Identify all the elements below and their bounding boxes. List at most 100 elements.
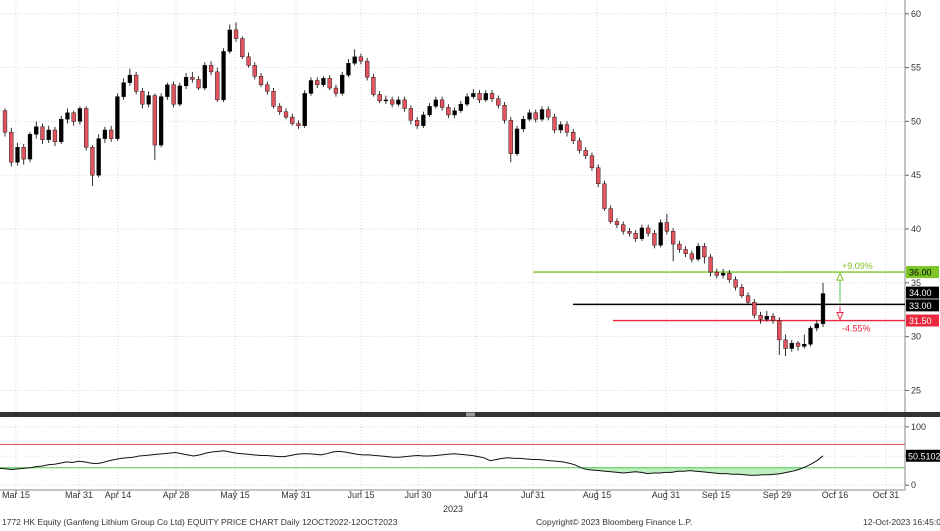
candle-up <box>77 108 83 122</box>
candle-up <box>814 323 819 329</box>
candle-up <box>808 327 813 345</box>
candle-up <box>458 103 463 111</box>
candle-down <box>652 233 657 246</box>
candle-up <box>658 222 663 246</box>
rsi-last-value-box <box>906 449 940 462</box>
candle-down <box>365 60 370 78</box>
candle-down <box>84 108 89 148</box>
candle-down <box>758 314 763 320</box>
candle-up <box>639 227 645 239</box>
candle-down <box>258 75 264 86</box>
candle-down <box>677 243 682 250</box>
candle-down <box>752 302 757 316</box>
candle-up <box>27 134 33 160</box>
candle-down <box>133 74 139 92</box>
candle-up <box>183 77 189 87</box>
candle-up <box>202 65 207 89</box>
candle-up <box>165 84 170 97</box>
candle-down <box>402 99 407 109</box>
candle-down <box>733 279 738 288</box>
candle-down <box>358 56 364 62</box>
level-tag-upper: 36.00 <box>909 268 932 278</box>
candle-up <box>802 343 807 347</box>
x-tick-label: Apr 28 <box>163 490 190 500</box>
candle-down <box>589 155 595 168</box>
x-tick-label: Oct 16 <box>822 490 849 500</box>
x-tick-label: Sep 15 <box>702 490 731 500</box>
x-tick-label: Mar 31 <box>65 490 93 500</box>
candle-up <box>158 96 164 146</box>
level-tag-mid-box <box>906 299 939 312</box>
candle-up <box>146 95 151 105</box>
candle-down <box>633 233 638 239</box>
candle-down <box>371 77 376 95</box>
candle-up <box>720 272 726 276</box>
upside-percent-label: +9.09% <box>842 261 873 271</box>
candle-down <box>477 93 482 101</box>
candle-down <box>171 84 176 105</box>
candle-up <box>483 93 488 101</box>
price-tick-label: 55 <box>911 63 921 73</box>
candle-up <box>102 129 108 139</box>
candle-down <box>446 107 451 116</box>
candle-down <box>327 78 332 89</box>
panel-divider[interactable] <box>0 412 940 417</box>
candle-down <box>439 99 445 108</box>
price-tags: +9.09% -4.55% 36.00 34.00 33.00 31.50 <box>836 261 939 334</box>
x-tick-label: May 15 <box>220 490 250 500</box>
price-tick-label: 35 <box>911 278 921 288</box>
candle-up <box>96 138 101 176</box>
x-tick-label: Aug 31 <box>652 490 681 500</box>
candle-up <box>764 316 769 320</box>
candle-down <box>683 249 688 254</box>
candlestick-series <box>2 22 826 357</box>
candle-down <box>627 230 632 234</box>
candle-up <box>15 147 20 163</box>
rsi-last-value-label: 50.5102 <box>908 451 940 461</box>
candle-up <box>789 342 794 349</box>
candle-down <box>689 253 695 260</box>
candle-up <box>121 82 126 97</box>
candle-down <box>614 221 620 225</box>
panel-divider-grip <box>466 412 475 417</box>
x-year-label: 2023 <box>443 504 463 514</box>
candle-down <box>770 316 776 321</box>
x-tick-label: Mar 15 <box>2 490 30 500</box>
candle-up <box>396 99 401 105</box>
candle-down <box>783 339 788 349</box>
candle-down <box>246 56 251 66</box>
x-tick-label: Jul 31 <box>521 490 545 500</box>
x-tick-label: Apr 14 <box>105 490 132 500</box>
x-tick-label: Aug 15 <box>583 490 612 500</box>
last-price-tag-box <box>906 286 939 299</box>
candle-down <box>152 95 157 146</box>
candle-down <box>414 120 420 126</box>
candle-up <box>521 119 526 130</box>
candle-down <box>140 91 145 105</box>
candle-down <box>745 295 751 303</box>
candle-down <box>265 84 270 92</box>
candle-down <box>583 150 588 157</box>
candle-up <box>383 99 389 102</box>
candle-up <box>346 63 351 76</box>
candle-down <box>489 93 495 99</box>
footer-security-title: 1772 HK Equity (Ganfeng Lithium Group Co… <box>2 517 398 527</box>
candle-down <box>621 224 626 232</box>
candle-up <box>221 51 226 101</box>
rsi-gridlines <box>0 421 905 487</box>
candle-up <box>421 114 426 126</box>
candle-down <box>602 183 607 209</box>
candle-down <box>377 94 382 102</box>
price-tick-label: 50 <box>911 116 921 126</box>
candle-down <box>714 271 719 276</box>
footer-copyright: Copyright© 2023 Bloomberg Finance L.P. <box>536 517 693 527</box>
candle-down <box>240 38 245 58</box>
candle-down <box>277 106 282 112</box>
rsi-line <box>0 450 824 476</box>
x-tick-label: Oct 31 <box>873 490 900 500</box>
candle-down <box>664 222 670 232</box>
candle-up <box>352 56 357 64</box>
candle-down <box>408 108 414 121</box>
candle-down <box>646 227 651 234</box>
